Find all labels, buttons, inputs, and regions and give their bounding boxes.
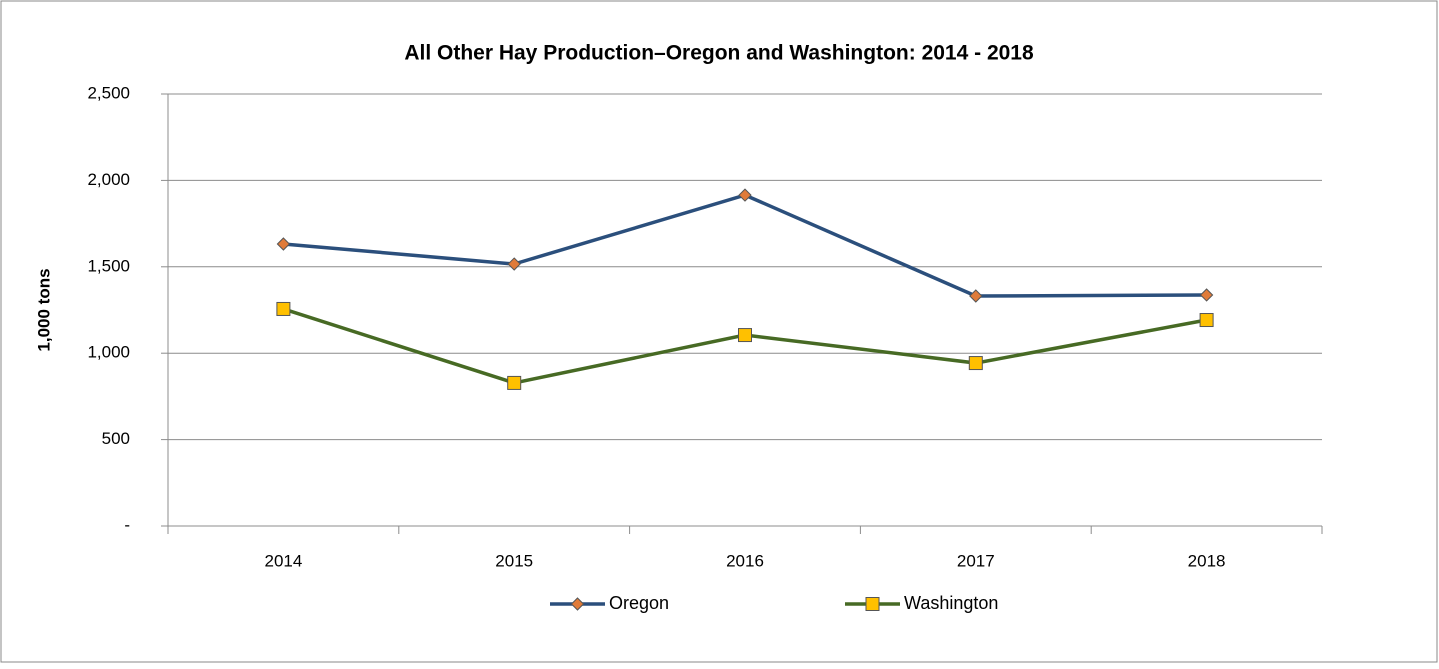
- x-tick-label: 2015: [495, 551, 533, 570]
- legend-label: Washington: [904, 593, 998, 613]
- data-point: [276, 237, 291, 251]
- y-tick-label: 2,000: [87, 170, 130, 189]
- x-tick-label: 2016: [726, 551, 764, 570]
- data-point: [738, 328, 752, 343]
- chart-title: All Other Hay Production–Oregon and Wash…: [404, 42, 1034, 65]
- data-point: [969, 289, 983, 303]
- data-point: [968, 356, 983, 371]
- data-point: [276, 301, 291, 316]
- data-point: [1199, 288, 1214, 302]
- x-tick-label: 2014: [264, 551, 302, 570]
- data-point: [507, 257, 521, 271]
- y-tick-label: -: [124, 515, 130, 534]
- y-tick-label: 1,000: [87, 343, 130, 362]
- y-tick-label: 1,500: [87, 256, 130, 275]
- data-point: [738, 188, 752, 202]
- legend-marker: [865, 597, 880, 611]
- x-tick-label: 2018: [1188, 551, 1226, 570]
- data-point: [1199, 313, 1214, 328]
- x-tick-label: 2017: [957, 551, 995, 570]
- data-point: [507, 375, 522, 390]
- legend-label: Oregon: [609, 593, 669, 613]
- y-axis-label: 1,000 tons: [34, 268, 53, 351]
- y-tick-label: 500: [102, 429, 130, 448]
- legend-marker: [570, 597, 585, 611]
- y-tick-label: 2,500: [87, 83, 130, 102]
